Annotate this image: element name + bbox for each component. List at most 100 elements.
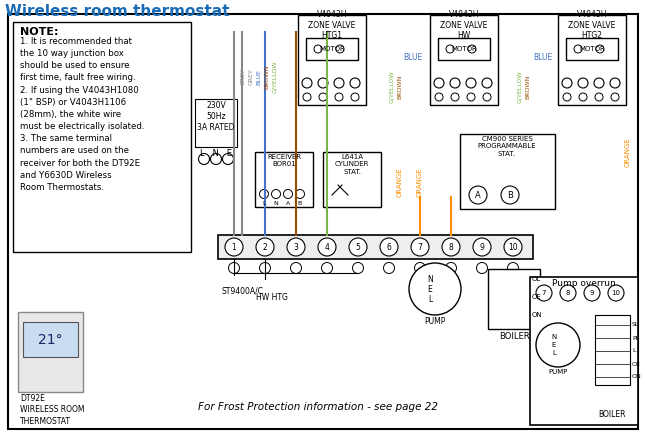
Text: BLUE: BLUE (257, 69, 261, 85)
Circle shape (466, 78, 476, 88)
Text: 21°: 21° (37, 333, 63, 347)
Text: ON: ON (532, 312, 542, 318)
Circle shape (210, 153, 221, 164)
Circle shape (302, 78, 312, 88)
Text: PUMP: PUMP (548, 369, 568, 375)
Text: DT92E
WIRELESS ROOM
THERMOSTAT: DT92E WIRELESS ROOM THERMOSTAT (20, 394, 84, 426)
Text: L   N   E: L N E (200, 149, 232, 158)
Text: OL: OL (532, 276, 541, 282)
Text: G/YELLOW: G/YELLOW (517, 71, 522, 103)
Circle shape (290, 262, 301, 274)
Text: B: B (298, 201, 302, 206)
Circle shape (259, 262, 270, 274)
Text: Wireless room thermostat: Wireless room thermostat (5, 4, 230, 19)
Circle shape (335, 93, 343, 101)
Text: BOILER: BOILER (499, 332, 530, 341)
Circle shape (584, 285, 600, 301)
Text: BLUE: BLUE (403, 52, 422, 62)
Text: 230V
50Hz
3A RATED: 230V 50Hz 3A RATED (197, 101, 235, 132)
Text: NOTE:: NOTE: (20, 27, 59, 37)
Bar (438, 38, 490, 60)
Circle shape (536, 285, 552, 301)
Circle shape (536, 323, 580, 367)
Text: ST9400A/C: ST9400A/C (222, 287, 264, 296)
Circle shape (353, 262, 364, 274)
Circle shape (295, 190, 304, 198)
Text: 6: 6 (386, 243, 392, 252)
Circle shape (610, 78, 620, 88)
Circle shape (560, 285, 576, 301)
Circle shape (482, 78, 492, 88)
Bar (23, 322, 78, 357)
Text: 7: 7 (417, 243, 422, 252)
Text: PUMP: PUMP (424, 317, 446, 326)
Text: BROWN: BROWN (397, 75, 402, 99)
Text: ON: ON (632, 375, 642, 380)
Text: 1. It is recommended that
the 10 way junction box
should be used to ensure
first: 1. It is recommended that the 10 way jun… (20, 37, 144, 192)
Text: MOTOR: MOTOR (319, 46, 345, 52)
Circle shape (199, 153, 210, 164)
Text: 7: 7 (542, 290, 546, 296)
Circle shape (469, 186, 487, 204)
Bar (530, 277, 638, 425)
Text: G/YELLOW: G/YELLOW (390, 71, 395, 103)
Text: 10: 10 (508, 243, 518, 252)
Text: 10: 10 (611, 290, 620, 296)
Text: 4: 4 (324, 243, 330, 252)
Circle shape (336, 45, 344, 53)
Bar (558, 15, 626, 105)
Bar (195, 99, 237, 147)
Circle shape (321, 262, 333, 274)
Text: L: L (552, 350, 556, 356)
Circle shape (415, 262, 426, 274)
Circle shape (508, 262, 519, 274)
Text: ORANGE: ORANGE (397, 167, 403, 197)
Text: B: B (507, 190, 513, 199)
Text: N: N (427, 274, 433, 283)
Circle shape (380, 238, 398, 256)
Circle shape (284, 190, 292, 198)
Circle shape (349, 238, 367, 256)
Circle shape (594, 78, 604, 88)
Text: 2: 2 (263, 243, 268, 252)
Circle shape (225, 238, 243, 256)
Circle shape (578, 78, 588, 88)
Circle shape (350, 78, 360, 88)
Text: A: A (475, 190, 481, 199)
Circle shape (579, 93, 587, 101)
Bar (566, 38, 618, 60)
Text: BROWN: BROWN (526, 75, 530, 99)
Text: GREY: GREY (241, 68, 246, 85)
Bar (218, 235, 533, 259)
Bar (298, 15, 366, 105)
Circle shape (563, 93, 571, 101)
Circle shape (504, 238, 522, 256)
Text: 8: 8 (566, 290, 570, 296)
Circle shape (228, 262, 239, 274)
Text: E: E (428, 284, 432, 294)
Text: PL: PL (632, 336, 639, 341)
Circle shape (595, 93, 603, 101)
Text: BOILER: BOILER (599, 410, 626, 419)
Circle shape (467, 93, 475, 101)
Circle shape (608, 285, 624, 301)
Circle shape (272, 190, 281, 198)
Text: 5: 5 (355, 243, 361, 252)
Text: 3: 3 (293, 243, 299, 252)
Circle shape (435, 93, 443, 101)
Text: OE: OE (532, 294, 542, 300)
Circle shape (256, 238, 274, 256)
Text: V4043H
ZONE VALVE
HTG1: V4043H ZONE VALVE HTG1 (308, 10, 355, 41)
Text: OE: OE (632, 362, 641, 367)
Text: MOTOR: MOTOR (451, 46, 477, 52)
Text: BLUE: BLUE (533, 52, 553, 62)
Circle shape (446, 45, 454, 53)
Text: ORANGE: ORANGE (625, 137, 631, 167)
Circle shape (446, 262, 457, 274)
Bar (13, 22, 191, 252)
Text: BROWN: BROWN (264, 65, 270, 89)
Text: SL: SL (632, 322, 639, 328)
Bar (430, 15, 498, 105)
Circle shape (303, 93, 311, 101)
Text: L641A
CYLINDER
STAT.: L641A CYLINDER STAT. (335, 154, 369, 174)
